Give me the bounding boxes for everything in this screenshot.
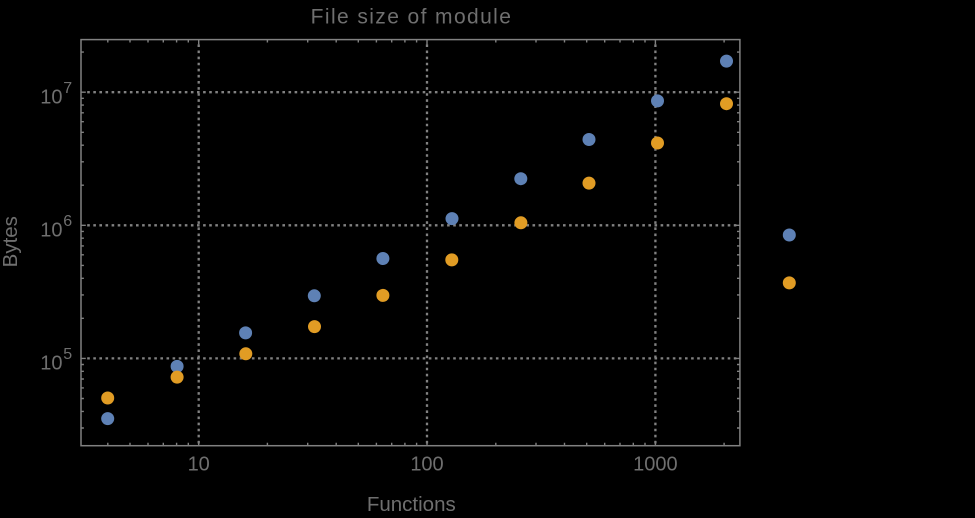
svg-text:Bytes: Bytes (0, 216, 22, 267)
svg-text:10: 10 (188, 454, 210, 476)
svg-text:5: 5 (63, 346, 72, 363)
svg-text:Functions: Functions (367, 493, 456, 513)
svg-text:10: 10 (40, 220, 62, 242)
svg-text:6: 6 (63, 213, 72, 230)
svg-text:10: 10 (40, 86, 62, 108)
svg-text:File size of module: File size of module (311, 5, 513, 28)
svg-text:10: 10 (40, 353, 62, 375)
svg-text:100: 100 (410, 454, 443, 476)
svg-text:7: 7 (63, 80, 72, 97)
svg-text:1000: 1000 (633, 454, 678, 476)
